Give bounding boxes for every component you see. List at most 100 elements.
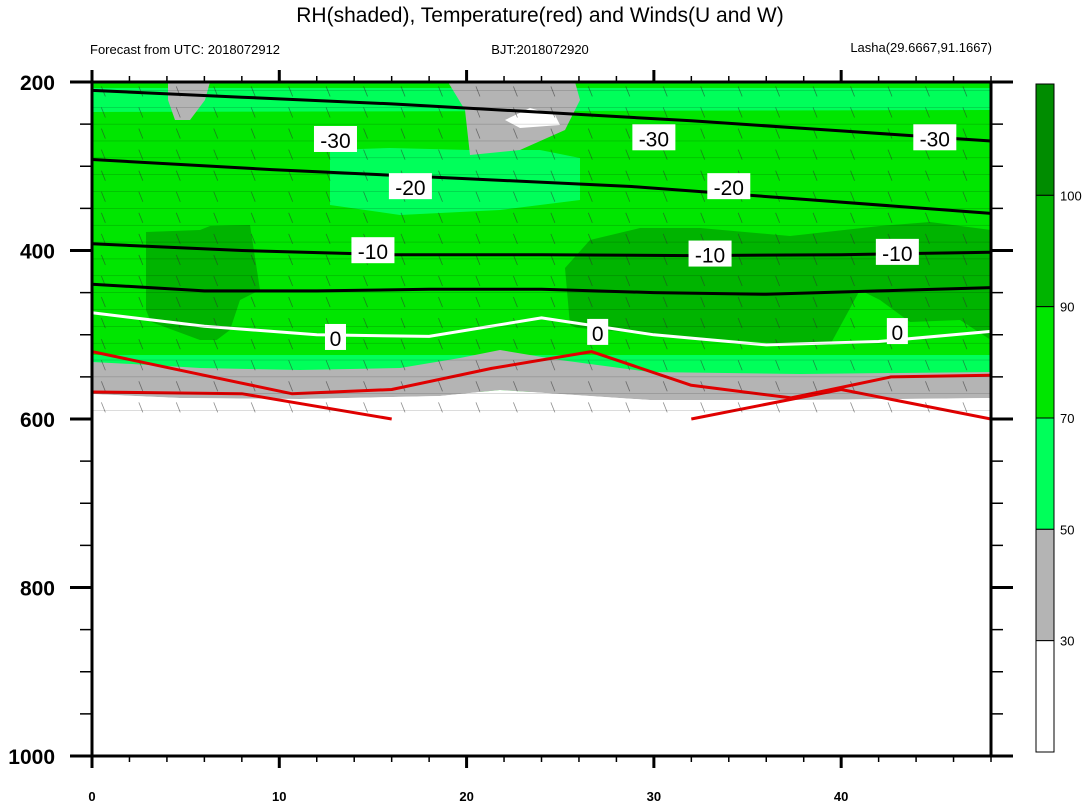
wind-barb [138, 381, 144, 392]
wind-barb [438, 212, 443, 223]
wind-barb [550, 360, 556, 371]
contour-label: -10 [882, 243, 912, 266]
wind-barb [812, 86, 818, 97]
wind-barb [175, 170, 181, 181]
wind-barb [587, 254, 593, 266]
wind-barb [775, 86, 780, 97]
wind-barb [662, 360, 668, 371]
wind-barb [100, 128, 106, 139]
wind-barb [812, 233, 818, 245]
wind-barb [475, 339, 481, 350]
wind-barb [925, 381, 930, 392]
contour-label-box [351, 237, 395, 264]
wind-barb [288, 317, 294, 329]
wind-barb [550, 86, 556, 97]
wind-barb [550, 275, 556, 287]
wind-barb [250, 128, 256, 139]
temperature-contour-line [92, 311, 991, 347]
wind-barb [325, 212, 331, 223]
temperature-contours [92, 88, 991, 421]
rh-band-gray-bottom [92, 350, 991, 400]
wind-barb [775, 275, 780, 287]
y-tick-label: 400 [20, 241, 55, 264]
wind-barb [550, 296, 556, 308]
wind-barb [812, 381, 818, 392]
wind-barb [625, 149, 631, 160]
wind-barb [475, 86, 481, 97]
wind-barb [250, 191, 256, 202]
y-tick-label: 800 [20, 578, 55, 601]
wind-barb [662, 107, 668, 118]
wind-barb [513, 339, 518, 350]
wind-barb [475, 317, 481, 329]
wind-barb [887, 381, 893, 392]
wind-barb [513, 170, 518, 181]
colorbar-label: 70 [1060, 411, 1074, 426]
wind-barb [363, 339, 368, 350]
wind-barb [400, 360, 406, 371]
wind-barb [288, 170, 294, 181]
x-tick-label: 30 [647, 789, 661, 804]
wind-barb [775, 381, 780, 392]
wind-barb [962, 381, 968, 392]
wind-barb [250, 402, 256, 413]
wind-barb [100, 317, 106, 329]
wind-barb [925, 360, 930, 371]
wind-barb [400, 86, 406, 97]
wind-barb [400, 107, 406, 118]
wind-barb [438, 381, 443, 392]
wind-barb [550, 191, 556, 202]
contour-label: -10 [695, 245, 725, 268]
wind-barb [400, 317, 406, 329]
wind-barb [812, 402, 818, 413]
wind-barb [475, 233, 481, 245]
wind-barb [513, 402, 518, 413]
temperature-contour-line [92, 282, 991, 296]
rh-colorbar: 30 50 70 90 100 [1035, 83, 1082, 753]
wind-barb [400, 233, 406, 245]
wind-barb [400, 275, 406, 287]
wind-barb [138, 402, 144, 413]
wind-barb [363, 275, 368, 287]
wind-barb [250, 170, 256, 181]
colorbar-swatch [1035, 640, 1055, 753]
wind-barb [138, 275, 144, 287]
wind-barb [513, 128, 518, 139]
wind-barb [175, 107, 181, 118]
wind-barb [363, 128, 368, 139]
wind-barb [550, 254, 556, 266]
wind-barb [213, 296, 219, 308]
wind-barb [438, 360, 443, 371]
wind-barb [775, 360, 780, 371]
wind-barb [438, 339, 443, 350]
wind-barb [850, 233, 855, 245]
wind-barb [812, 170, 818, 181]
below-ground-white [92, 390, 991, 756]
wind-barb [138, 254, 144, 266]
rh-shading [92, 82, 991, 756]
wind-barb [363, 149, 368, 160]
wind-barb [737, 233, 743, 245]
wind-barb [962, 233, 968, 245]
wind-barb [887, 170, 893, 181]
y-axis-ticks: 200 400 600 800 1000 [8, 72, 1013, 769]
colorbar-swatch [1035, 306, 1055, 419]
wind-barb [812, 212, 818, 223]
wind-barb [625, 296, 631, 308]
wind-barb [175, 381, 181, 392]
wind-barb [400, 128, 406, 139]
wind-barb [700, 170, 706, 181]
wind-barbs [100, 86, 968, 413]
wind-barb [700, 275, 706, 287]
wind-barb [288, 149, 294, 160]
wind-barb [363, 107, 368, 118]
wind-barb [587, 381, 593, 392]
wind-barb [962, 86, 968, 97]
wind-barb [662, 86, 668, 97]
wind-barb [438, 296, 443, 308]
wind-barb [775, 317, 780, 329]
wind-barb [925, 107, 930, 118]
wind-barb [625, 339, 631, 350]
wind-barb [737, 402, 743, 413]
wind-barb [438, 107, 443, 118]
